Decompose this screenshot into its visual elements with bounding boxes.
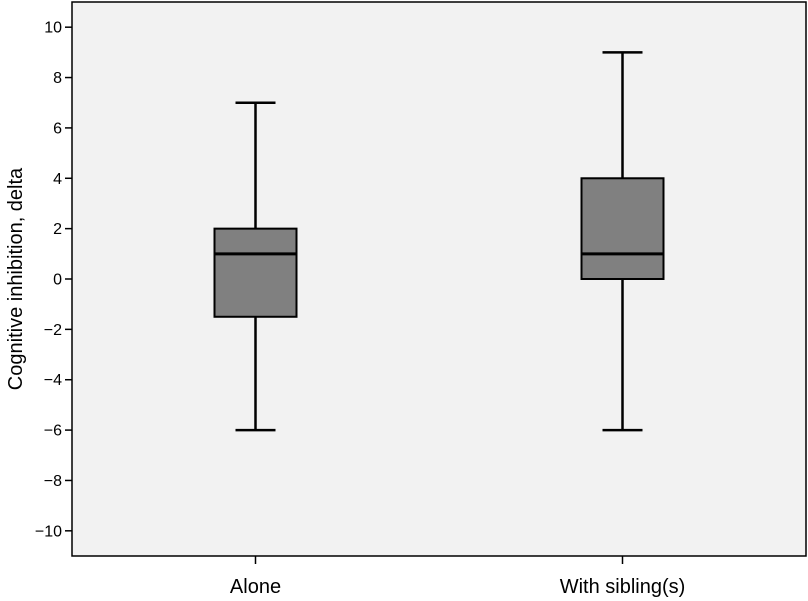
x-category-label: With sibling(s) <box>560 576 686 598</box>
y-tick-label: 2 <box>53 221 62 238</box>
box-iqr <box>580 177 665 280</box>
y-tick-label: 8 <box>53 70 62 87</box>
box-group <box>213 101 298 432</box>
y-tick-label: −2 <box>44 322 62 339</box>
y-tick-label: 4 <box>53 171 62 188</box>
y-axis: 10 8 6 4 2 0 −2 −4 −6 −8 −10 <box>35 20 72 540</box>
y-tick-label: −6 <box>44 423 62 440</box>
y-tick-label: 6 <box>53 120 62 137</box>
y-tick-label: −10 <box>35 523 62 540</box>
y-tick-label: 10 <box>44 20 62 37</box>
y-axis-title: Cognitive inhibition, delta <box>5 167 27 390</box>
y-tick-label: −4 <box>44 372 62 389</box>
y-tick-label: 0 <box>53 272 62 289</box>
x-category-label: Alone <box>230 576 281 598</box>
x-axis: Alone With sibling(s) <box>230 556 685 598</box>
box-group <box>580 51 665 432</box>
box-iqr <box>213 227 298 318</box>
y-tick-label: −8 <box>44 473 62 490</box>
plot-area <box>71 1 807 557</box>
box-series <box>213 51 665 432</box>
